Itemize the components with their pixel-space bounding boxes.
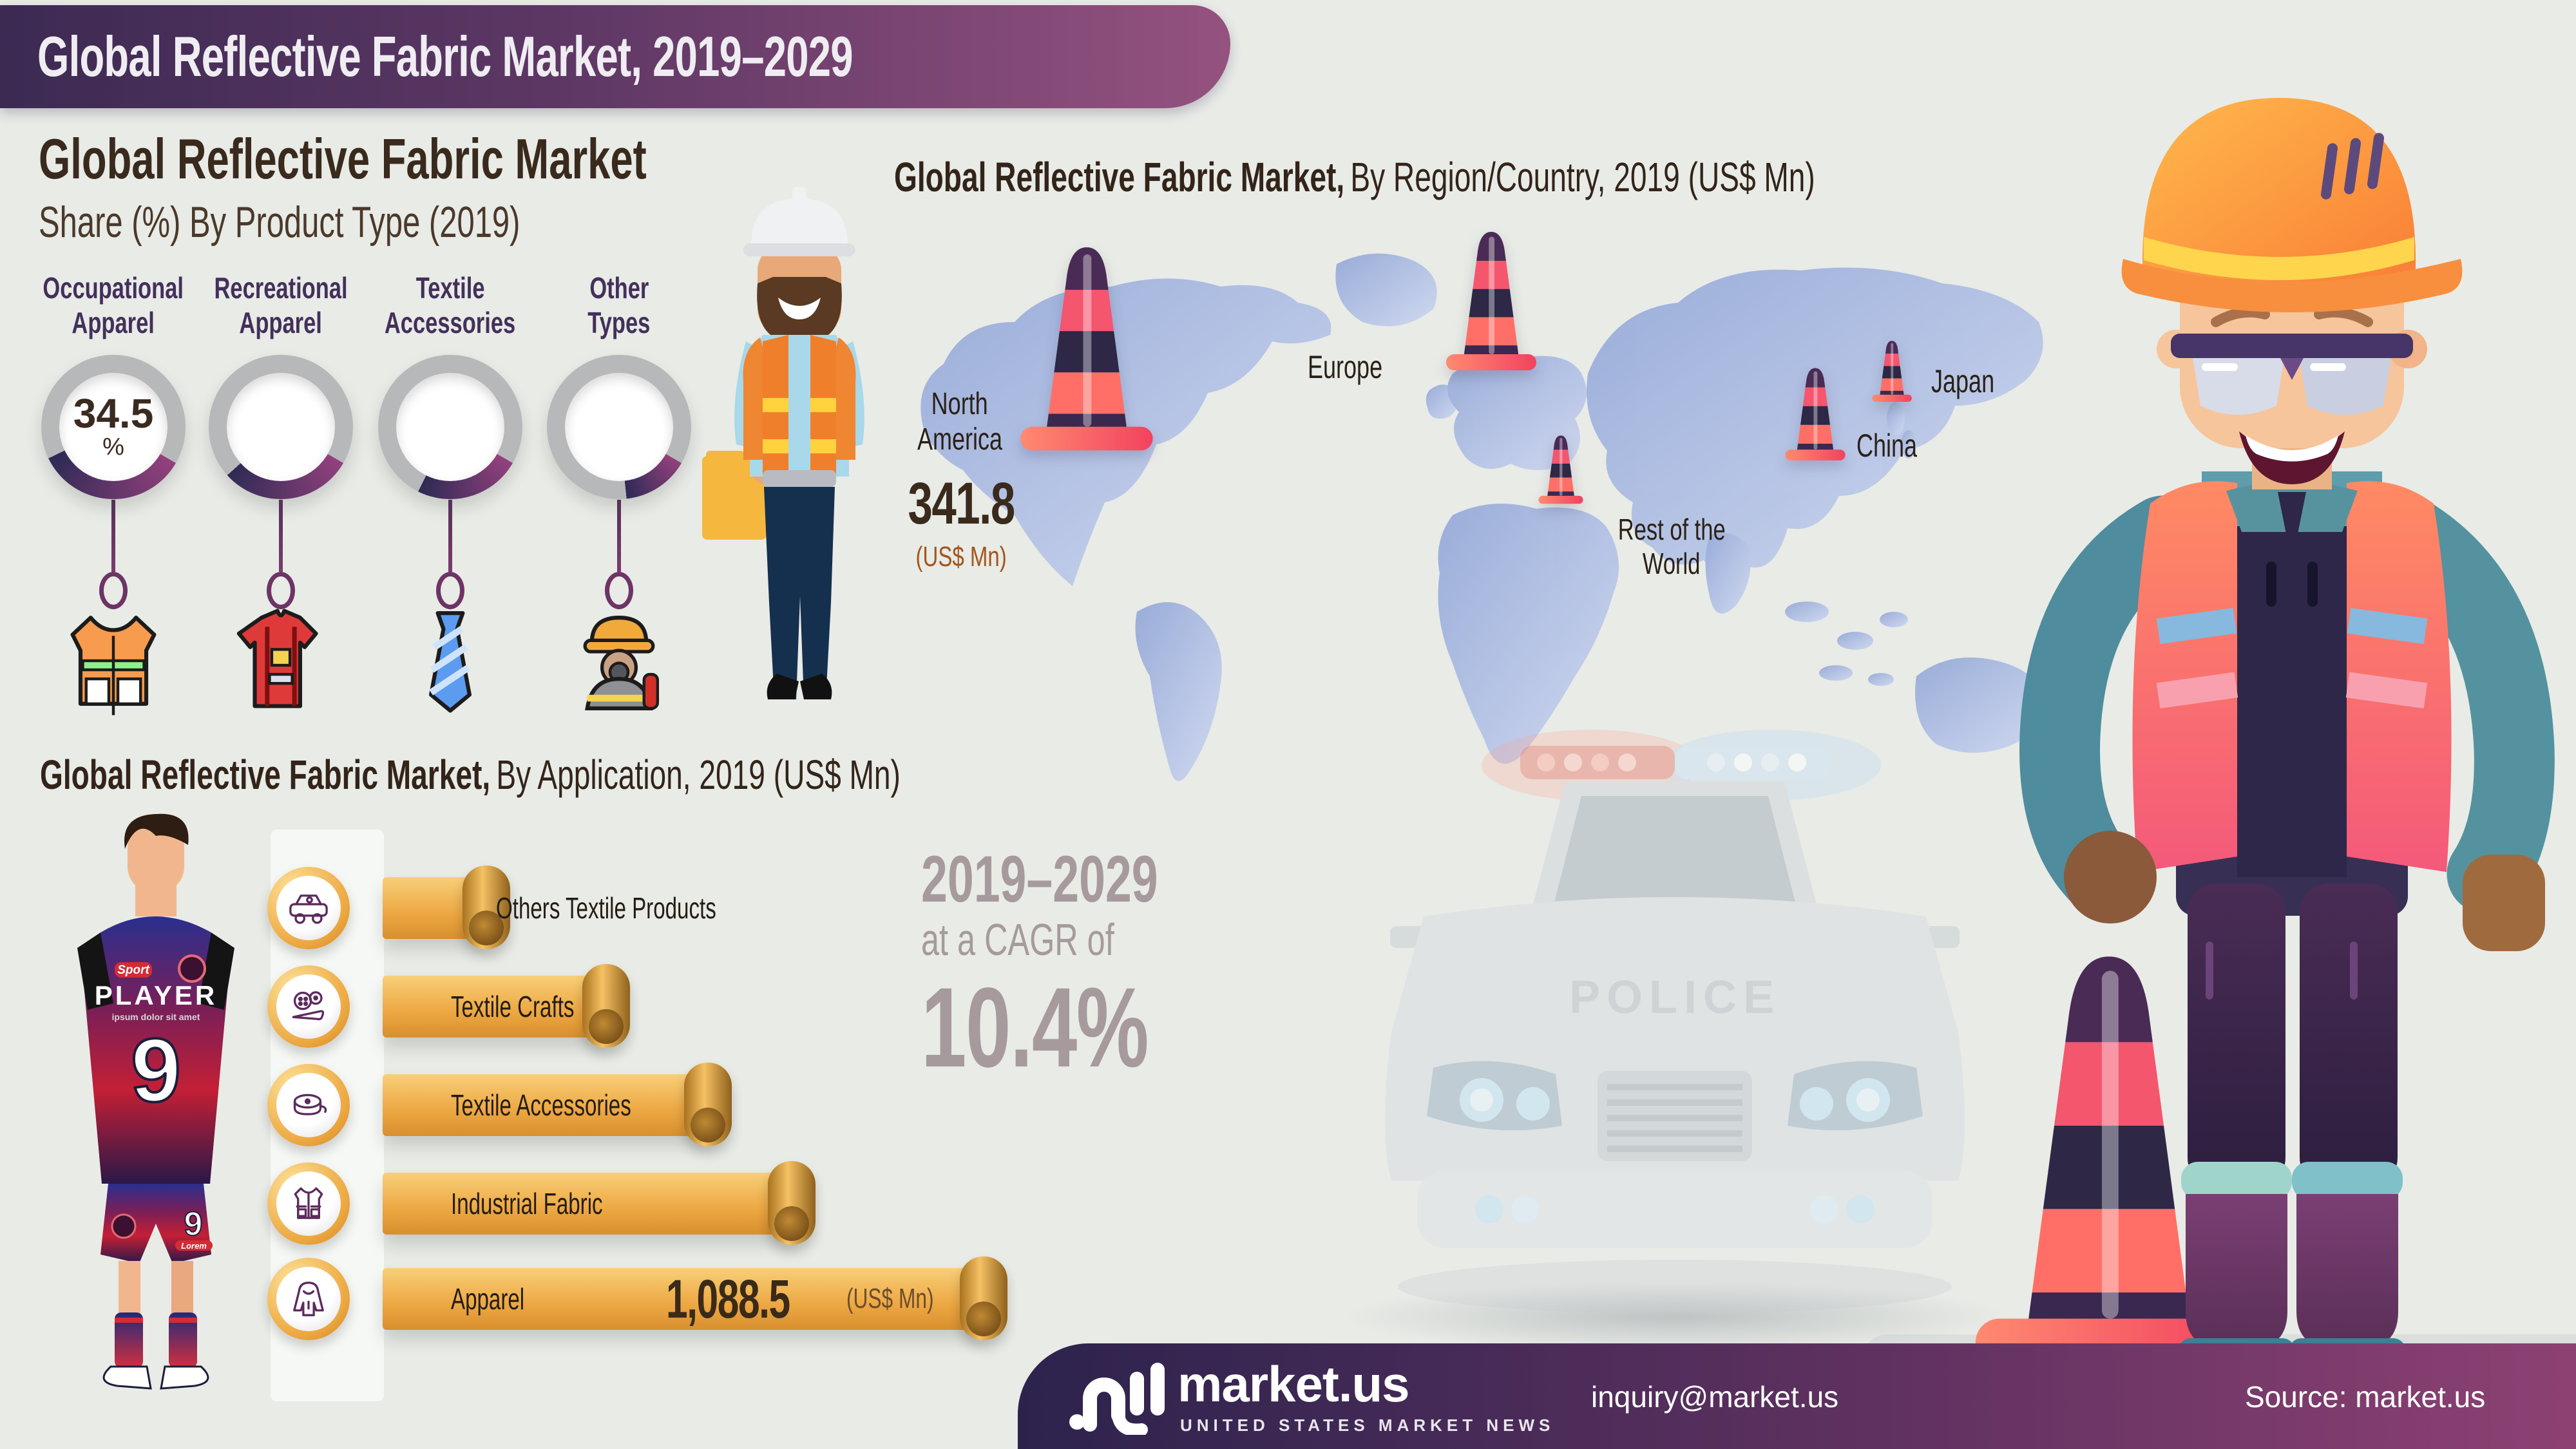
bar-row-industrial-fabric: Industrial Fabric [383, 1161, 1156, 1245]
north-america-unit: (US$ Mn) [915, 541, 1007, 573]
connector-line [111, 500, 115, 572]
construction-worker-illustration [2019, 98, 2555, 1365]
category-label-other-types: Other Types [587, 271, 651, 340]
page-title: Global Reflective Fabric Market, 2019–20… [37, 24, 854, 88]
soccer-player-illustration: Sport PLAYER ipsum dolor sit amet 9 9 Lo… [77, 813, 234, 1390]
bar-industrial-fabric [383, 1161, 816, 1245]
connector-ring [605, 572, 633, 609]
necktie-icon [429, 611, 472, 713]
region-label-china: China [1856, 428, 1918, 464]
cone-marker-europe [1443, 227, 1540, 372]
connector-ring [99, 572, 128, 609]
measuring-tape-icon [267, 1064, 350, 1146]
cagr-callout: 2019–2029 at a CAGR of 10.4% [921, 842, 1158, 1091]
contact-email[interactable]: inquiry@market.us [1591, 1380, 1839, 1414]
bar-label: Others Textile Products [496, 891, 716, 925]
police-car: POLICE [1385, 730, 1965, 1314]
cone-marker-rest-of-world [1537, 433, 1585, 505]
bar-label: Textile Crafts [451, 990, 575, 1023]
market-us-logo-text: market.us [1178, 1356, 1410, 1412]
engineer-worker-illustration [702, 187, 864, 699]
region-label-north-america: North America [917, 387, 1003, 457]
donut-gauge-textile-accessories [378, 355, 522, 499]
svg-text:Lorem: Lorem [181, 1241, 207, 1251]
header-banner: Global Reflective Fabric Market, 2019–20… [0, 5, 1230, 108]
footer-bar: market.us UNITED STATES MARKET NEWS inqu… [1018, 1343, 2576, 1449]
sports-jersey-icon [236, 609, 318, 708]
svg-text:POLICE: POLICE [1569, 972, 1780, 1023]
safety-vest-icon [70, 616, 157, 715]
svg-text:9: 9 [131, 1019, 181, 1121]
category-label-occupational-apparel: Occupational Apparel [43, 271, 184, 340]
firefighter-icon [583, 616, 660, 710]
car-icon [267, 867, 350, 949]
connector-line [617, 500, 621, 572]
source-label: Source: market.us [2245, 1380, 2486, 1414]
svg-text:ipsum dolor sit amet: ipsum dolor sit amet [112, 1012, 200, 1022]
car-shadow [1340, 1282, 2010, 1352]
market-us-logo-tagline: UNITED STATES MARKET NEWS [1180, 1416, 1555, 1435]
sewing-crafts-icon [267, 965, 350, 1048]
bar-textile-crafts [383, 964, 631, 1048]
region-label-japan: Japan [1931, 363, 1995, 399]
region-label-europe: Europe [1308, 349, 1383, 385]
bar-row-textile-accessories: Textile Accessories [383, 1063, 1156, 1146]
svg-text:Sport: Sport [117, 963, 149, 977]
bar-label: Apparel [451, 1282, 525, 1316]
bar-others-textile-products [383, 866, 511, 949]
cone-marker-china [1783, 365, 1847, 462]
connector-ring [267, 572, 295, 609]
bar-apparel [383, 1256, 1007, 1340]
bar-value-apparel: 1,088.5 (US$ Mn) [666, 1268, 934, 1329]
connector-line [279, 500, 283, 572]
svg-text:PLAYER: PLAYER [95, 980, 218, 1010]
vest-icon [267, 1162, 350, 1245]
bar-row-apparel: Apparel 1,088.5 (US$ Mn) [383, 1256, 1156, 1340]
donut-gauge-other-types [547, 355, 691, 499]
region-label-rest-of-world: Rest of the World [1617, 513, 1726, 580]
connector-ring [436, 572, 464, 609]
north-america-value: 341.8 [908, 471, 1015, 536]
svg-text:9: 9 [184, 1206, 203, 1243]
category-label-textile-accessories: Textile Accessories [385, 271, 516, 340]
application-section-title: Global Reflective Fabric Market, By Appl… [40, 752, 901, 798]
connector-line [448, 500, 452, 572]
market-us-logo-icon [1069, 1363, 1165, 1435]
donut-gauge-recreational-apparel [209, 355, 353, 499]
bar-textile-accessories [383, 1063, 732, 1146]
donut-value: 34.5 [73, 390, 154, 437]
region-section-title: Global Reflective Fabric Market, By Regi… [894, 154, 1815, 200]
product-type-section-subtitle: Share (%) By Product Type (2019) [39, 198, 520, 247]
category-label-recreational-apparel: Recreational Apparel [214, 271, 348, 340]
hoodie-icon [267, 1258, 350, 1340]
cone-marker-japan [1871, 339, 1913, 402]
bar-label: Textile Accessories [451, 1088, 631, 1122]
bar-label: Industrial Fabric [451, 1187, 603, 1220]
product-type-section-title: Global Reflective Fabric Market [39, 127, 647, 191]
cone-marker-north-america [1016, 230, 1158, 463]
donut-gauge-occupational-apparel: 34.5 % [41, 355, 186, 499]
bar-row-others-textile-products: Others Textile Products [383, 866, 1156, 949]
bar-row-textile-crafts: Textile Crafts [383, 964, 1156, 1048]
